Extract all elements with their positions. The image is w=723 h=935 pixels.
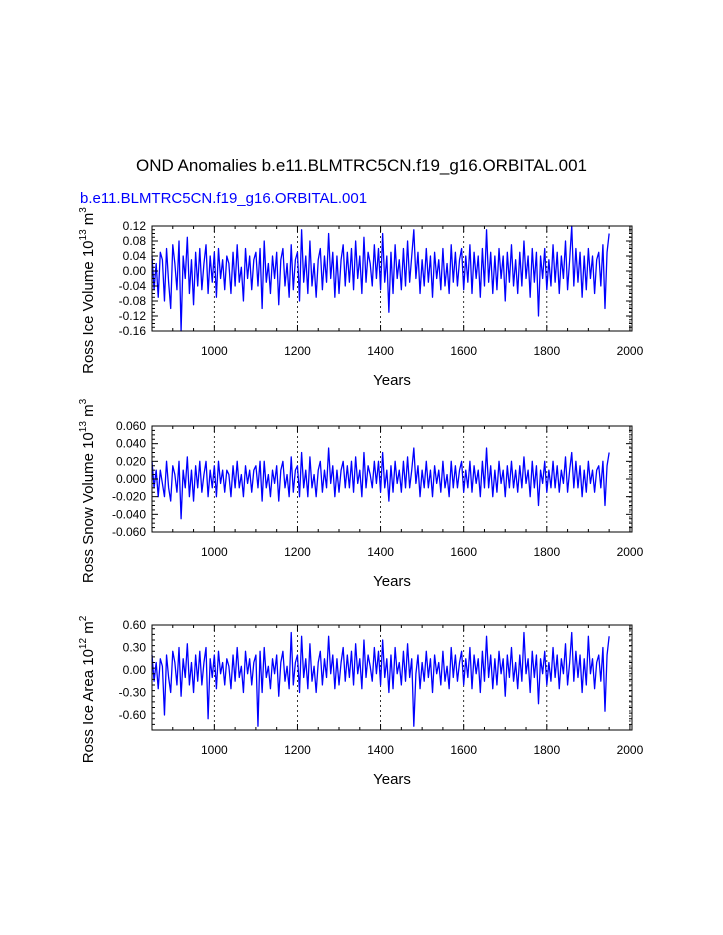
y-tick-label: -0.060 [112,525,146,539]
x-tick-label: 1800 [533,545,560,559]
y-tick-label: -0.04 [119,279,147,293]
x-tick-label: 1600 [450,545,477,559]
x-axis-label: Years [373,573,411,590]
y-tick-label: 0.00 [123,264,147,278]
y-tick-label: 0.060 [116,419,146,433]
x-tick-label: 1600 [450,743,477,757]
x-tick-label: 1400 [367,743,394,757]
y-tick-label: 0.020 [116,454,146,468]
y-tick-label: -0.08 [119,294,147,308]
y-tick-label: -0.30 [119,686,147,700]
series-line [151,225,610,332]
panel-ross-ice-volume: 1000 1200 1400 1600 1800 2000Years0.120.080.0… [78,207,644,389]
series-line [151,631,610,727]
x-tick-label: 1400 [367,545,394,559]
y-tick-label: 0.12 [123,219,147,233]
x-tick-label: 1800 [533,743,560,757]
x-tick-label: 2000 [617,545,644,559]
x-tick-label: 1000 [201,545,228,559]
x-tick-label: 1200 [284,344,311,358]
figure-subtitle: b.e11.BLMTRC5CN.f19_g16.ORBITAL.001 [80,190,368,207]
x-tick-label: 1000 [201,743,228,757]
y-tick-label: 0.08 [123,234,147,248]
y-tick-label: -0.020 [112,490,146,504]
x-tick-label: 1200 [284,545,311,559]
x-axis-label: Years [373,372,411,389]
panel-ross-snow-volume: 1000 1200 1400 1600 1800 2000 Years 0.060 0.040 0… [78,398,644,590]
y-axis-label: Ross Ice Volume 1013 m3 [78,207,97,374]
y-tick-label: 0.30 [123,641,147,655]
y-tick-label: 0.040 [116,437,146,451]
x-tick-label: 2000 [617,743,644,757]
plot-frame [151,624,633,731]
y-tick-label: 0.000 [116,472,146,486]
x-tick-label: 1600 [450,344,477,358]
y-tick-label: -0.12 [119,309,147,323]
x-tick-label: 1400 [367,344,394,358]
x-tick-label: 1800 [533,344,560,358]
y-tick-label: -0.60 [119,708,147,722]
x-tick-label: 2000 [617,344,644,358]
figure-title: OND Anomalies b.e11.BLMTRC5CN.f19_g16.OR… [135,156,588,175]
series-line [151,447,610,520]
panel-ross-ice-area: 1000 1200 1400 1600 1800 2000 Years 0.60 0.30 0.0… [78,615,644,788]
x-axis-label: Years [373,771,411,788]
y-tick-label: -0.16 [119,324,147,338]
x-tick-label: 1200 [284,743,311,757]
y-axis-label: Ross Ice Area 1012 m2 [78,615,97,763]
y-tick-label: 0.00 [123,663,147,677]
y-tick-label: 0.60 [123,618,147,632]
y-tick-label: 0.04 [123,249,147,263]
y-axis-label: Ross Snow Volume 1013 m3 [78,398,97,583]
x-tick-label: 1000 [201,344,228,358]
y-tick-label: -0.040 [112,507,146,521]
